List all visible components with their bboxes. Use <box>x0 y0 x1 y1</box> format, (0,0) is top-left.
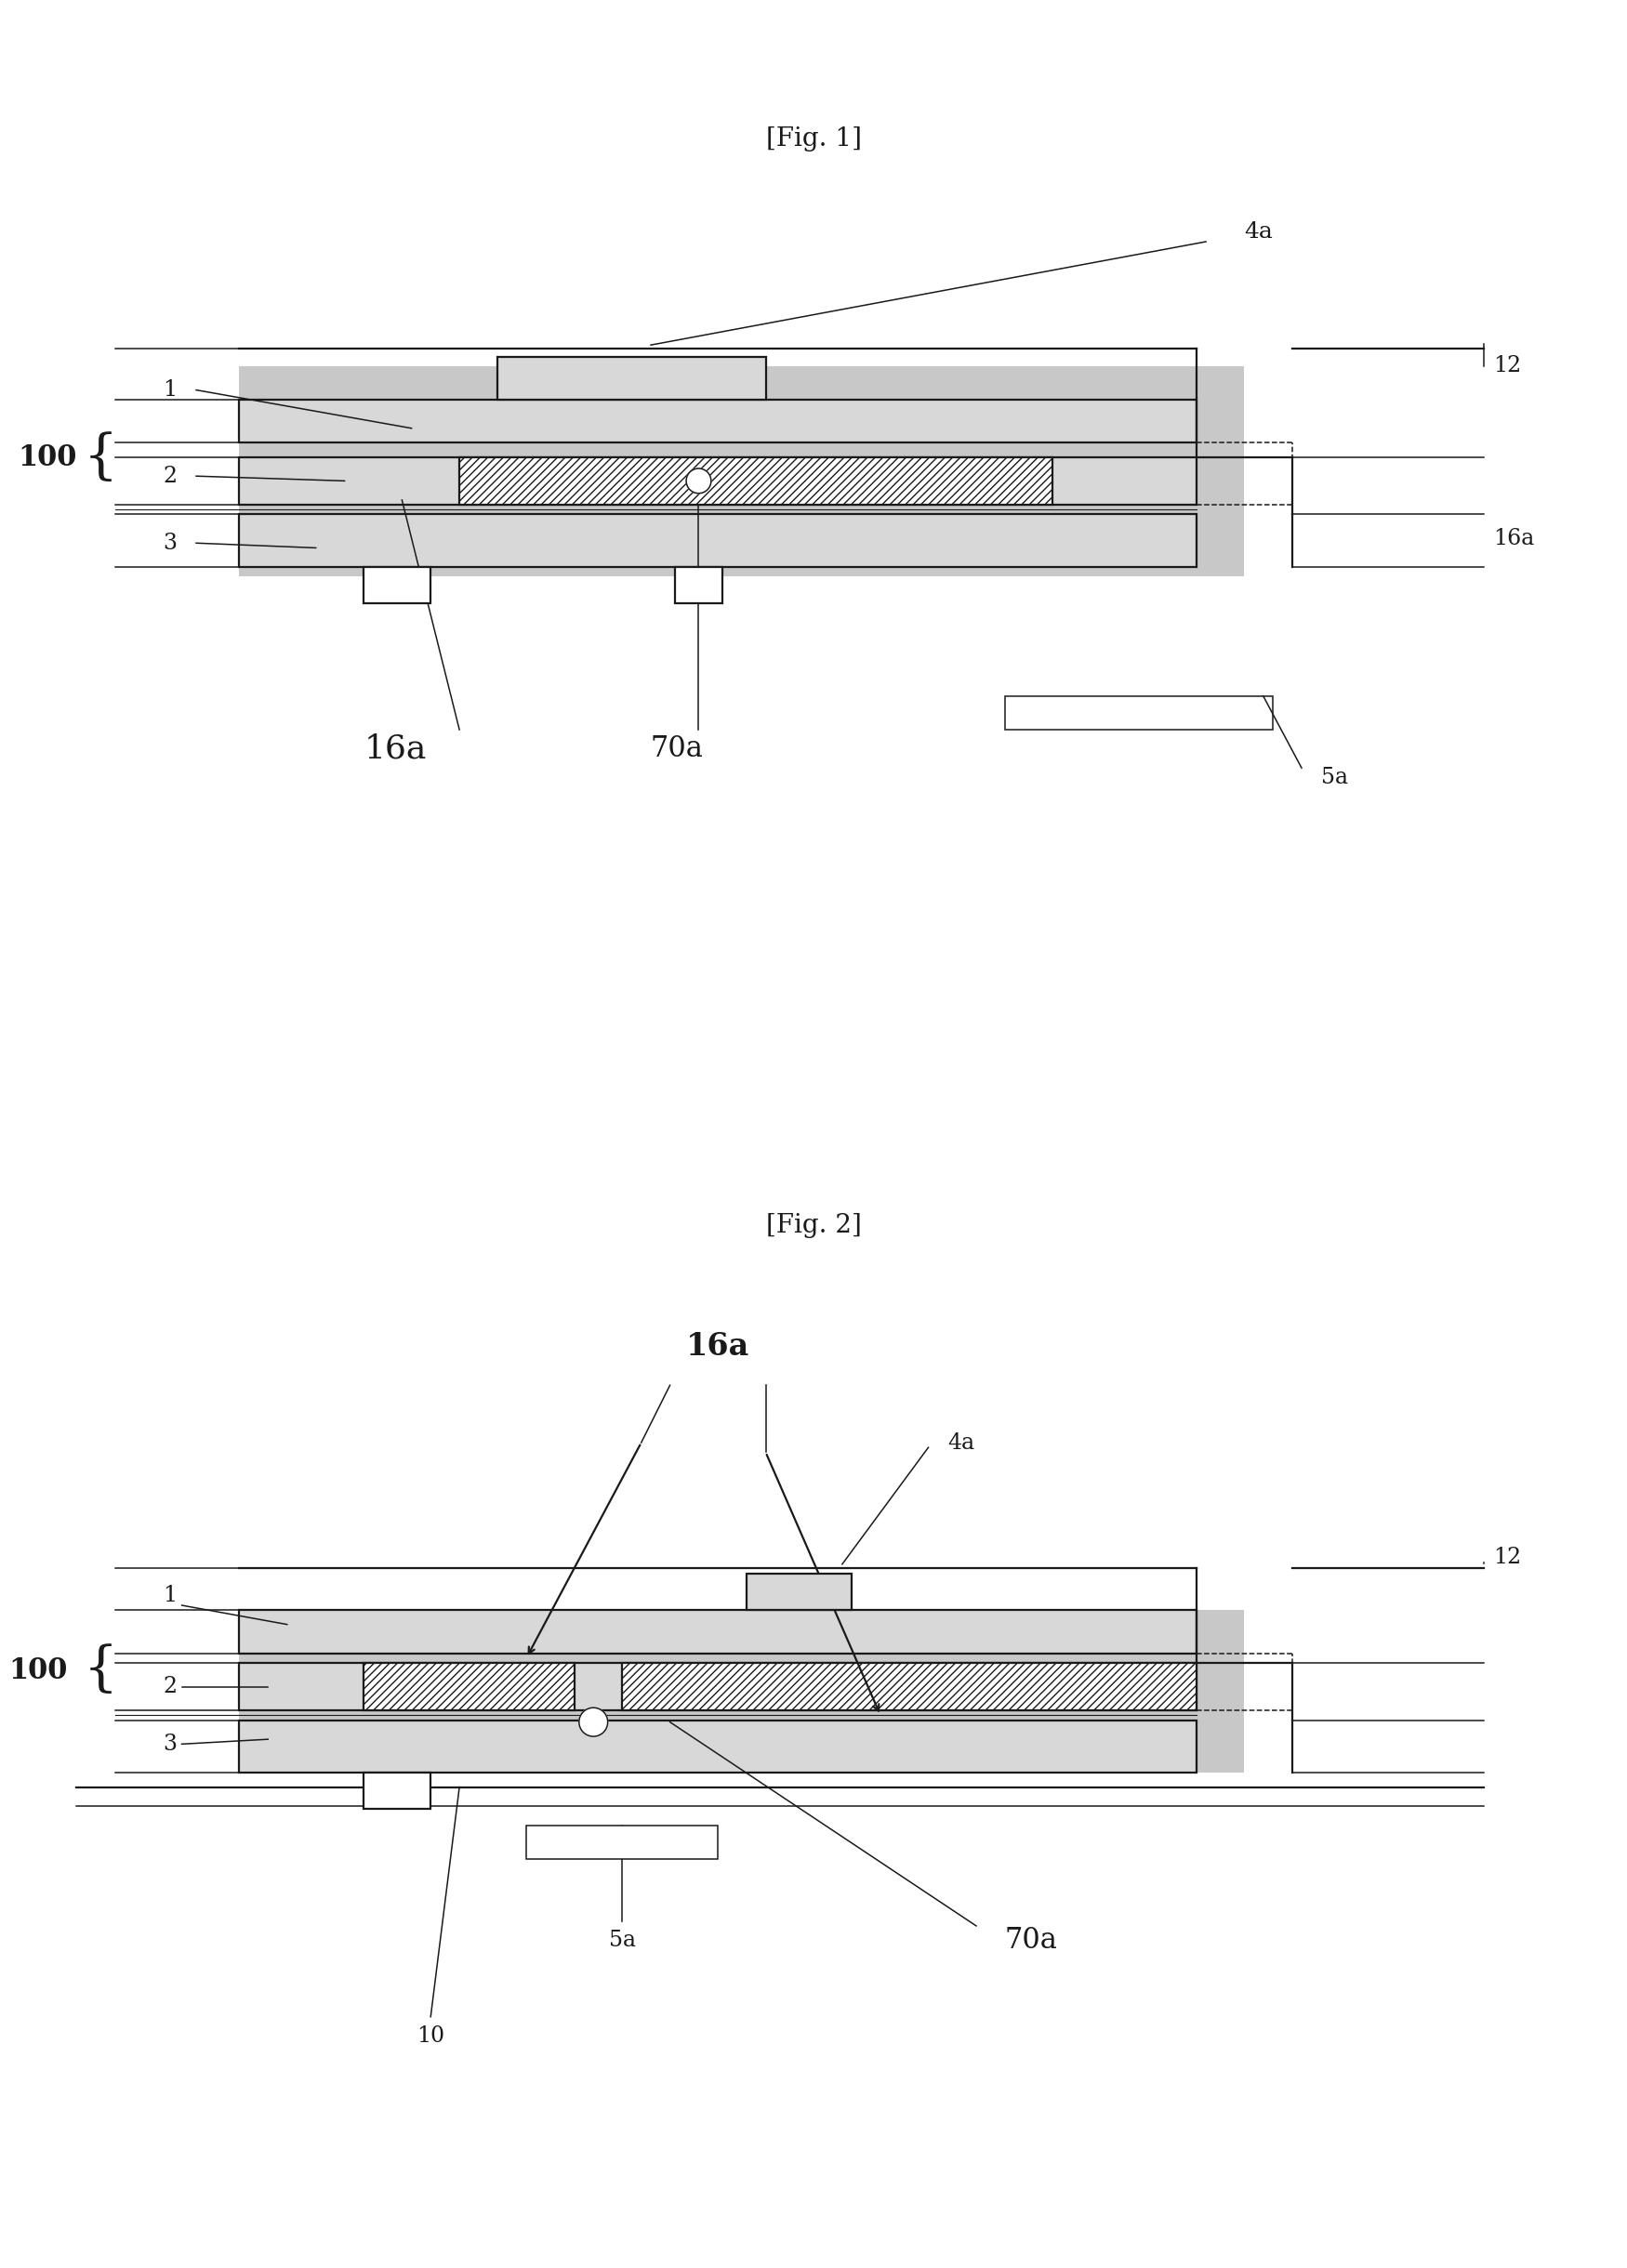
Bar <box>239 456 1196 506</box>
Text: 10: 10 <box>417 2025 444 2046</box>
Bar <box>459 456 1053 506</box>
Text: 12: 12 <box>1494 1547 1521 1567</box>
Text: 2: 2 <box>163 465 177 488</box>
Bar <box>747 1574 853 1610</box>
Text: 3: 3 <box>163 1733 177 1755</box>
Bar <box>239 399 1196 442</box>
Text: 16a: 16a <box>687 1331 750 1361</box>
Bar <box>239 515 1196 567</box>
Text: 4a: 4a <box>1245 222 1272 243</box>
Text: 16a: 16a <box>1494 528 1534 549</box>
Bar <box>364 1774 431 1810</box>
Bar <box>239 1719 1196 1774</box>
Bar <box>239 1610 1196 1653</box>
Bar <box>364 1662 574 1710</box>
Bar <box>364 567 431 603</box>
Bar <box>675 567 722 603</box>
Text: 3: 3 <box>163 533 177 553</box>
Text: 12: 12 <box>1494 356 1521 376</box>
Bar <box>239 365 1245 576</box>
Text: 4a: 4a <box>947 1431 975 1454</box>
Bar <box>239 1662 1196 1710</box>
Bar <box>622 1662 1196 1710</box>
Text: [Fig. 1]: [Fig. 1] <box>766 127 861 152</box>
Bar <box>498 356 766 399</box>
Text: 16a: 16a <box>364 733 426 764</box>
Text: 100: 100 <box>8 1656 68 1685</box>
Circle shape <box>687 469 711 494</box>
Text: 1: 1 <box>163 1585 177 1606</box>
Bar <box>527 1826 718 1860</box>
Text: 5a: 5a <box>1321 767 1347 789</box>
Text: 70a: 70a <box>1005 1926 1058 1955</box>
Bar <box>239 1610 1245 1774</box>
Text: 70a: 70a <box>651 735 704 764</box>
Text: 100: 100 <box>18 445 78 472</box>
Text: 5a: 5a <box>608 1930 636 1950</box>
Bar <box>1005 696 1272 730</box>
Text: 2: 2 <box>163 1676 177 1696</box>
Text: {: { <box>83 1644 117 1696</box>
Text: {: { <box>83 431 117 483</box>
Circle shape <box>579 1708 608 1737</box>
Text: [Fig. 2]: [Fig. 2] <box>766 1213 861 1238</box>
Text: 1: 1 <box>163 379 177 401</box>
